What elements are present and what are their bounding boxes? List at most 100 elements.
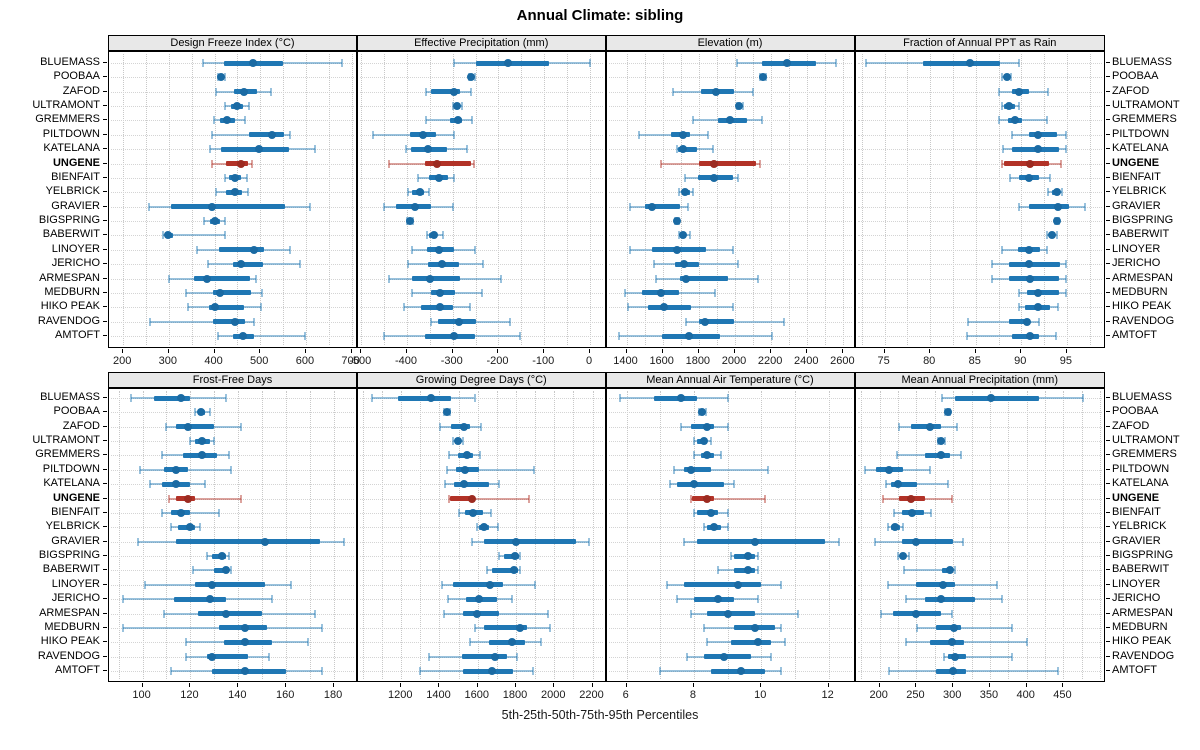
x-axis-tick-label: -100 <box>532 355 555 367</box>
y-axis-tick-right <box>1106 320 1110 322</box>
whisker-cap-high <box>726 394 729 402</box>
whisker-cap-low <box>629 202 632 211</box>
median-dot <box>198 437 207 446</box>
gridline-row <box>857 336 1102 337</box>
whisker-cap-high <box>213 437 216 446</box>
whisker-cap-high <box>783 317 786 326</box>
whisker-cap-low <box>160 451 163 460</box>
median-dot <box>461 465 470 474</box>
gridline-vertical <box>567 54 569 345</box>
whisker-cap-high <box>251 159 253 168</box>
gridline-row <box>857 498 1102 500</box>
gridline-row <box>857 570 1102 572</box>
whisker-cap-high <box>1045 245 1048 254</box>
whisker-5th-95th <box>161 511 220 514</box>
whisker-cap-low <box>425 231 428 240</box>
whisker-cap-low <box>216 332 219 340</box>
median-dot <box>184 494 192 503</box>
gridline-vertical <box>771 54 773 345</box>
gridline-row <box>608 469 852 471</box>
whisker-cap-low <box>886 580 889 589</box>
whisker-cap-low <box>215 188 218 197</box>
whisker-cap-high <box>243 116 246 125</box>
gridline-row <box>857 77 1102 79</box>
median-dot <box>946 566 955 575</box>
gridline-vertical <box>1021 54 1023 345</box>
station-label-right: RAVENDOG <box>1112 649 1175 662</box>
x-axis-tick <box>543 349 545 353</box>
panel-plot <box>605 388 855 682</box>
station-label-left: POOBAA <box>53 70 100 83</box>
gridline-vertical <box>861 391 863 679</box>
median-dot <box>460 480 469 489</box>
whisker-cap-low <box>122 623 125 632</box>
median-dot <box>198 451 207 460</box>
x-axis-tick <box>237 683 239 687</box>
whisker-cap-low <box>703 523 706 532</box>
median-dot <box>197 408 206 417</box>
gridline-vertical <box>477 391 479 679</box>
x-axis-tick-label: 10 <box>754 689 767 701</box>
gridline-row <box>111 455 354 457</box>
station-label-left: GREMMERS <box>35 448 100 461</box>
gridline-vertical <box>1100 391 1102 679</box>
gridline-vertical <box>1026 391 1028 679</box>
y-axis-tick-left <box>103 119 107 121</box>
gridline-row <box>608 441 852 443</box>
whisker-cap-high <box>780 667 783 675</box>
gridline-vertical <box>475 54 477 345</box>
whisker-cap-low <box>1009 173 1012 182</box>
median-dot <box>884 465 893 474</box>
whisker-cap-low <box>223 173 226 182</box>
whisker-cap-low <box>1001 245 1004 254</box>
whisker-cap-high <box>780 580 783 589</box>
gridline-row <box>857 149 1102 151</box>
x-axis-tick <box>827 683 829 687</box>
x-axis-tick <box>915 683 917 687</box>
whisker-cap-high <box>239 494 242 503</box>
box-25th-75th <box>214 567 229 573</box>
whisker-cap-low <box>143 580 146 589</box>
box-25th-75th <box>683 467 711 473</box>
whisker-cap-high <box>218 508 221 517</box>
whisker-cap-low <box>184 638 187 647</box>
y-axis-tick-right <box>1106 598 1110 600</box>
whisker-cap-low <box>682 537 685 546</box>
whisker-5th-95th <box>150 320 254 323</box>
y-axis-tick-left <box>103 526 107 528</box>
gridline-vertical <box>934 391 936 679</box>
y-axis-tick-right <box>1106 468 1110 470</box>
x-axis-tick-label: 0 <box>585 355 593 367</box>
box-25th-75th <box>171 204 286 210</box>
gridline-row <box>608 134 852 136</box>
median-dot <box>1033 303 1042 312</box>
x-axis-tick <box>333 683 335 687</box>
median-dot <box>238 332 247 340</box>
x-axis-tick-label: 700 <box>341 355 360 367</box>
x-axis-tick <box>189 683 191 687</box>
gridline-vertical <box>930 54 932 345</box>
gridline-row <box>857 264 1102 266</box>
gridline-vertical <box>305 54 307 345</box>
median-dot <box>241 667 250 675</box>
x-axis-tick-label: 2400 <box>794 355 819 367</box>
whisker-cap-low <box>703 623 706 632</box>
gridline-vertical <box>260 54 262 345</box>
x-axis-tick <box>285 683 287 687</box>
gridline-vertical <box>362 391 364 679</box>
station-label-left: HIKO PEAK <box>40 635 100 648</box>
whisker-cap-high <box>1064 145 1067 154</box>
y-axis-tick-right <box>1106 105 1110 107</box>
gridline-row <box>360 556 603 558</box>
whisker-cap-high <box>261 288 264 297</box>
median-dot <box>710 173 719 182</box>
x-axis-tick-label: 160 <box>275 689 295 701</box>
y-axis-tick-left <box>103 555 107 557</box>
whisker-cap-low <box>692 451 695 460</box>
box-25th-75th <box>208 304 245 310</box>
x-axis-tick <box>304 349 306 353</box>
y-axis-tick-right <box>1106 263 1110 265</box>
y-axis-tick-left <box>103 105 107 107</box>
whisker-cap-high <box>835 59 838 67</box>
station-label-left: BIGSPRING <box>38 214 100 227</box>
